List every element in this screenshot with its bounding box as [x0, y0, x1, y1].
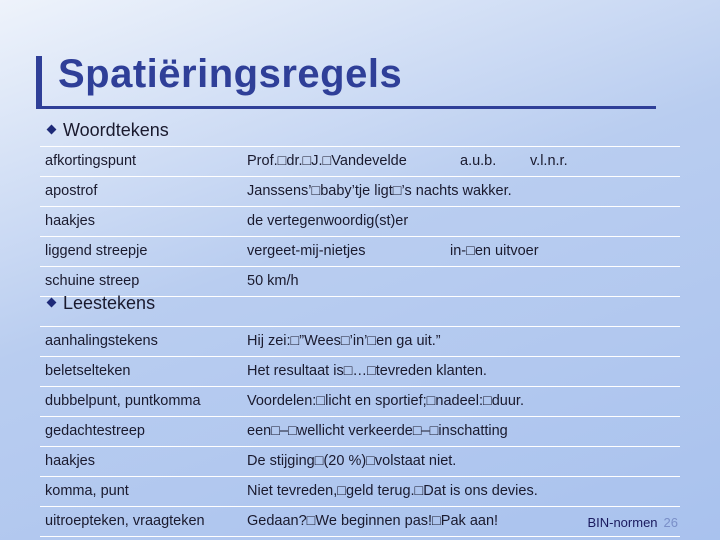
row-example: een□–□wellicht verkeerde□–□inschatting	[247, 423, 508, 439]
row-example: Hij zei:□”Wees□’in’□en ga uit.”	[247, 333, 441, 349]
table-row: aanhalingstekens Hij zei:□”Wees□’in’□en …	[40, 326, 680, 357]
row-example: de vertegenwoordig(st)er	[247, 213, 409, 229]
diamond-bullet-icon	[46, 124, 57, 135]
row-example-2: in-□en uitvoer	[450, 243, 539, 259]
row-example: De stijging□(20 %)□volstaat niet.	[247, 453, 457, 469]
row-example: Voordelen:□licht en sportief;□nadeel:□du…	[247, 393, 524, 409]
row-example: Gedaan?□We beginnen pas!□Pak aan!	[247, 513, 499, 529]
table-row: haakjes de vertegenwoordig(st)er	[40, 207, 680, 237]
section-heading-label: Leestekens	[63, 293, 156, 313]
row-term: komma, punt	[45, 483, 129, 499]
section-heading-leestekens: Leestekens	[46, 293, 155, 314]
table-row: beletselteken Het resultaat is□…□tevrede…	[40, 357, 680, 387]
row-example: Janssens’□baby’tje ligt□’s nachts wakker…	[247, 183, 512, 199]
title-accent-bar	[36, 56, 42, 106]
row-example: Niet tevreden,□geld terug.□Dat is ons de…	[247, 483, 538, 499]
row-term: gedachtestreep	[45, 423, 145, 439]
slide-title: Spatiëringsregels	[58, 52, 403, 96]
row-example: Het resultaat is□…□tevreden klanten.	[247, 363, 487, 379]
diamond-bullet-icon	[46, 297, 57, 308]
row-term: beletselteken	[45, 363, 131, 379]
row-term: liggend streepje	[45, 243, 148, 259]
table-row: schuine streep 50 km/h	[40, 267, 680, 297]
table-row: gedachtestreep een□–□wellicht verkeerde□…	[40, 417, 680, 447]
row-term: apostrof	[45, 183, 98, 199]
page-number: 26	[663, 515, 678, 530]
table-row: dubbelpunt, puntkomma Voordelen:□licht e…	[40, 387, 680, 417]
row-term: dubbelpunt, puntkomma	[45, 393, 201, 409]
table-row: liggend streepje vergeet-mij-nietjes in-…	[40, 237, 680, 267]
leestekens-table: aanhalingstekens Hij zei:□”Wees□’in’□en …	[40, 326, 680, 537]
row-term: uitroepteken, vraagteken	[45, 513, 205, 529]
row-term: afkortingspunt	[45, 153, 137, 169]
row-term: aanhalingstekens	[45, 333, 158, 349]
section-heading-label: Woordtekens	[63, 120, 169, 140]
row-term: haakjes	[45, 213, 95, 229]
table-row: uitroepteken, vraagteken Gedaan?□We begi…	[40, 507, 680, 537]
title-underline	[36, 106, 656, 109]
row-example: Prof.□dr.□J.□Vandevelde	[247, 153, 407, 169]
row-example-2: a.u.b.	[460, 153, 497, 169]
table-row: komma, punt Niet tevreden,□geld terug.□D…	[40, 477, 680, 507]
table-row: apostrof Janssens’□baby’tje ligt□’s nach…	[40, 177, 680, 207]
section-heading-woordtekens: Woordtekens	[46, 120, 169, 141]
row-term: haakjes	[45, 453, 95, 469]
table-row: afkortingspunt Prof.□dr.□J.□Vandevelde a…	[40, 146, 680, 177]
row-example: 50 km/h	[247, 273, 299, 289]
row-example-3: v.l.n.r.	[530, 153, 568, 169]
row-term: schuine streep	[45, 273, 140, 289]
table-row: haakjes De stijging□(20 %)□volstaat niet…	[40, 447, 680, 477]
row-example: vergeet-mij-nietjes	[247, 243, 366, 259]
footer-label: BIN-normen	[587, 515, 658, 530]
woordtekens-table: afkortingspunt Prof.□dr.□J.□Vandevelde a…	[40, 146, 680, 297]
slide-footer: BIN-normen 26	[587, 515, 678, 530]
